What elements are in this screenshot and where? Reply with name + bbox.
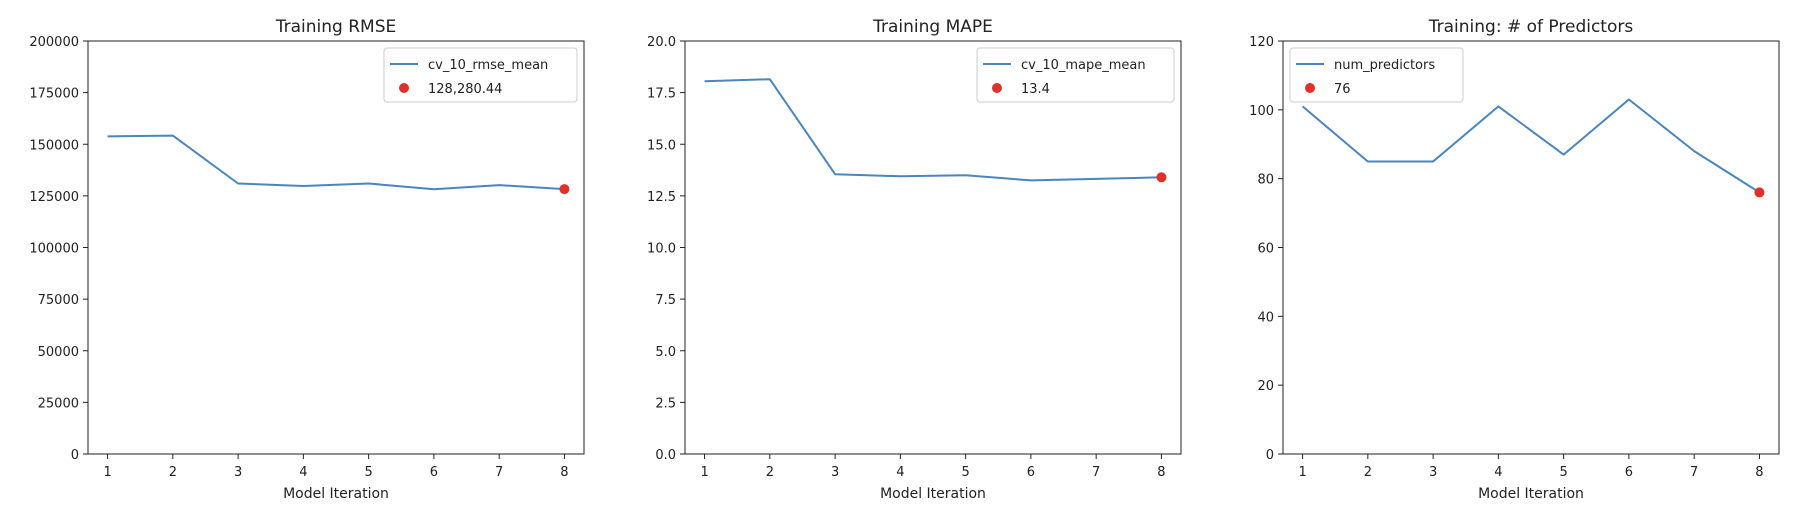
x-tick-label: 2 [1364, 465, 1372, 480]
x-tick-label: 5 [364, 465, 372, 480]
legend: cv_10_rmse_mean 128,280.44 [383, 47, 578, 103]
plot-frame [87, 40, 585, 455]
y-tick-label: 100 [1249, 104, 1274, 119]
legend: cv_10_mape_mean 13.4 [976, 47, 1175, 103]
y-tick-label: 10.0 [647, 242, 676, 257]
legend-marker-swatch [1305, 83, 1315, 93]
x-tick-label: 2 [169, 465, 177, 480]
plot-frame [1282, 40, 1780, 455]
y-tick-label: 15.0 [647, 138, 676, 153]
y-tick-label: 2.5 [655, 396, 676, 411]
plot-frame [684, 40, 1182, 455]
x-tick-label: 1 [700, 465, 708, 480]
x-tick-label: 4 [1494, 465, 1502, 480]
y-tick-label: 50000 [38, 345, 79, 360]
y-tick-label: 60 [1257, 242, 1274, 257]
x-tick-label: 8 [560, 465, 568, 480]
y-tick-label: 175000 [29, 87, 79, 102]
y-tick-label: 12.5 [647, 190, 676, 205]
y-tick-label: 25000 [38, 396, 79, 411]
x-tick-label: 6 [1027, 465, 1035, 480]
legend-marker-swatch [399, 83, 409, 93]
x-tick-label: 4 [896, 465, 904, 480]
y-tick-label: 200000 [29, 35, 79, 50]
y-tick-label: 0.0 [655, 448, 676, 463]
x-tick-label: 8 [1755, 465, 1763, 480]
legend-entry-series: cv_10_rmse_mean [428, 58, 548, 73]
legend-entry-highlight: 128,280.44 [428, 82, 502, 97]
y-tick-label: 7.5 [655, 293, 676, 308]
chart-title: Training MAPE [872, 17, 993, 37]
y-tick-label: 120 [1249, 35, 1274, 50]
series-line-num_predictors [1301, 98, 1760, 194]
legend-entry-series: cv_10_mape_mean [1021, 58, 1146, 73]
legend-entry-highlight: 76 [1334, 82, 1351, 97]
x-axis-label: Model Iteration [880, 486, 986, 502]
highlight-point [1156, 172, 1167, 183]
x-tick-label: 6 [430, 465, 438, 480]
highlight-point [559, 184, 570, 195]
x-tick-label: 2 [766, 465, 774, 480]
chart-title: Training: # of Predictors [1428, 17, 1634, 37]
x-tick-label: 7 [1690, 465, 1698, 480]
x-tick-label: 6 [1625, 465, 1633, 480]
chart-panel-2: Training MAPE 0.0 2.5 5.0 7.5 10.0 12.5 15.0 17.… [647, 17, 1182, 502]
chart-panel-3: Training: # of Predictors 0 20 40 60 80 100 120… [1249, 17, 1780, 502]
legend-entry-series: num_predictors [1334, 58, 1435, 73]
y-tick-label: 17.5 [647, 87, 676, 102]
series-line-cv_10_mape_mean [704, 78, 1162, 182]
legend-entry-highlight: 13.4 [1021, 82, 1050, 97]
y-tick-label: 40 [1257, 310, 1274, 325]
y-tick-label: 125000 [29, 190, 79, 205]
legend-box [976, 47, 1175, 103]
y-tick-label: 0 [71, 448, 79, 463]
x-tick-label: 3 [234, 465, 242, 480]
chart-title: Training RMSE [275, 17, 397, 37]
x-tick-label: 3 [1429, 465, 1437, 480]
y-tick-label: 100000 [29, 242, 79, 257]
x-axis-label: Model Iteration [283, 486, 389, 502]
series-line-cv_10_rmse_mean [107, 134, 565, 191]
highlight-point [1754, 187, 1765, 198]
x-tick-label: 5 [1559, 465, 1567, 480]
x-tick-label: 4 [299, 465, 307, 480]
y-tick-label: 5.0 [655, 345, 676, 360]
x-tick-label: 1 [1298, 465, 1306, 480]
legend-box [1289, 47, 1464, 103]
x-tick-label: 5 [961, 465, 969, 480]
y-tick-label: 20.0 [647, 35, 676, 50]
x-tick-label: 1 [103, 465, 111, 480]
legend: num_predictors 76 [1289, 47, 1464, 103]
chart-panel-1: Training RMSE 0 25000 50000 75000 100000 12500… [29, 17, 585, 502]
y-tick-label: 150000 [29, 138, 79, 153]
x-axis-label: Model Iteration [1478, 486, 1584, 502]
y-tick-label: 75000 [38, 293, 79, 308]
y-tick-label: 80 [1257, 173, 1274, 188]
legend-marker-swatch [992, 83, 1002, 93]
x-tick-label: 8 [1157, 465, 1165, 480]
x-tick-label: 7 [1092, 465, 1100, 480]
y-tick-label: 0 [1266, 448, 1274, 463]
x-tick-label: 7 [495, 465, 503, 480]
legend-box [383, 47, 578, 103]
x-tick-label: 3 [831, 465, 839, 480]
y-tick-label: 20 [1257, 379, 1274, 394]
